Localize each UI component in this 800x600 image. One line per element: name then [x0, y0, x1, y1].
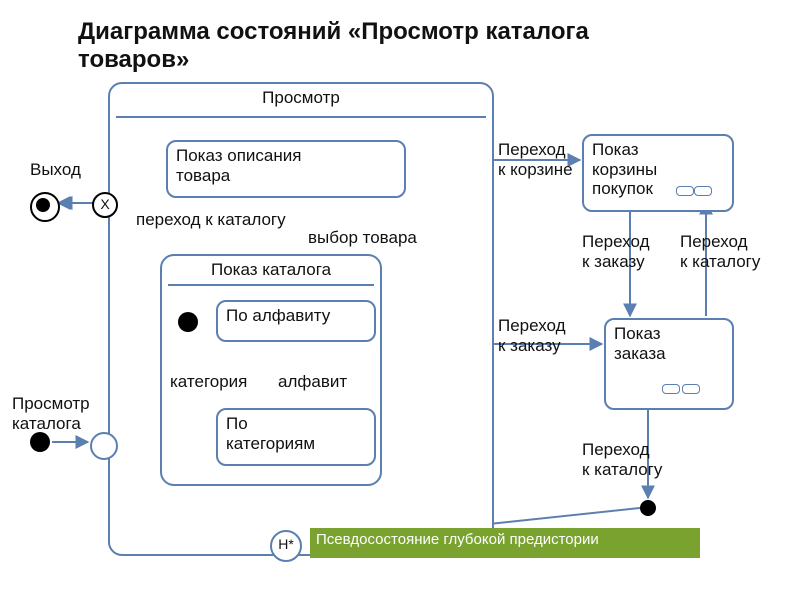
state-show-description: Показ описания товара	[166, 140, 406, 198]
l-crt1: Переход	[498, 140, 573, 160]
title-line-1: Диаграмма состояний «Просмотр каталога	[78, 18, 589, 46]
terminate-icon: X	[92, 192, 118, 218]
label-to-cart: Переход к корзине	[498, 140, 573, 179]
superstate-hr	[116, 116, 486, 118]
l-ob2: к заказу	[582, 252, 650, 272]
initial-state-icon	[30, 432, 50, 452]
l-tcr2: к каталогу	[680, 252, 760, 272]
label-category: категория	[170, 372, 247, 392]
catnode-line-2: категориям	[226, 434, 366, 454]
label-alphabet: алфавит	[278, 372, 347, 392]
terminate-label: X	[100, 196, 109, 212]
substate-pill-icon	[694, 186, 712, 196]
final-state-inner-icon	[36, 198, 50, 212]
label-view-catalog: Просмотр каталога	[12, 394, 90, 433]
substate-pill-icon	[676, 186, 694, 196]
vc1: Просмотр	[12, 394, 90, 414]
catalog-hr	[168, 284, 374, 286]
label-to-catalog-right: Переход к каталогу	[680, 232, 760, 271]
l-tcb2: к каталогу	[582, 460, 662, 480]
desc-line-2: товара	[176, 166, 396, 186]
order-line-2: заказа	[614, 344, 724, 364]
substate-pill-icon	[682, 384, 700, 394]
title-line-2: товаров»	[78, 46, 589, 74]
state-show-cart: Показ корзины покупок	[582, 134, 734, 212]
l-crt2: к корзине	[498, 160, 573, 180]
l-ob1: Переход	[582, 232, 650, 252]
label-exit: Выход	[30, 160, 81, 180]
label-to-catalog: переход к каталогу	[136, 210, 286, 230]
cart-line-2: корзины	[592, 160, 724, 180]
order-line-1: Показ	[614, 324, 724, 344]
deep-history-annotation: Псевдосостояние глубокой предистории	[310, 528, 700, 558]
catalog-initial-icon	[178, 312, 198, 332]
vc2: каталога	[12, 414, 90, 434]
diagram-title: Диаграмма состояний «Просмотр каталога т…	[78, 18, 589, 74]
label-to-order-right: Переход к заказу	[582, 232, 650, 271]
label-to-catalog-bottom: Переход к каталогу	[582, 440, 662, 479]
l-tcr1: Переход	[680, 232, 760, 252]
deep-history-icon: H*	[270, 530, 302, 562]
l-tcb1: Переход	[582, 440, 662, 460]
state-show-order: Показ заказа	[604, 318, 734, 410]
desc-line-1: Показ описания	[176, 146, 396, 166]
hstar-label: H*	[278, 536, 294, 552]
state-by-category: По категориям	[216, 408, 376, 466]
state-by-alphabet: По алфавиту	[216, 300, 376, 342]
cart-line-1: Показ	[592, 140, 724, 160]
catnode-line-1: По	[226, 414, 366, 434]
junction-icon	[640, 500, 656, 516]
fork-node-icon	[90, 432, 118, 460]
l-oa2: к заказу	[498, 336, 566, 356]
l-oa1: Переход	[498, 316, 566, 336]
label-select-item: выбор товара	[308, 228, 417, 248]
substate-pill-icon	[662, 384, 680, 394]
catalog-title: Показ каталога	[162, 260, 380, 280]
superstate-title: Просмотр	[110, 88, 492, 108]
label-to-order-left: Переход к заказу	[498, 316, 566, 355]
